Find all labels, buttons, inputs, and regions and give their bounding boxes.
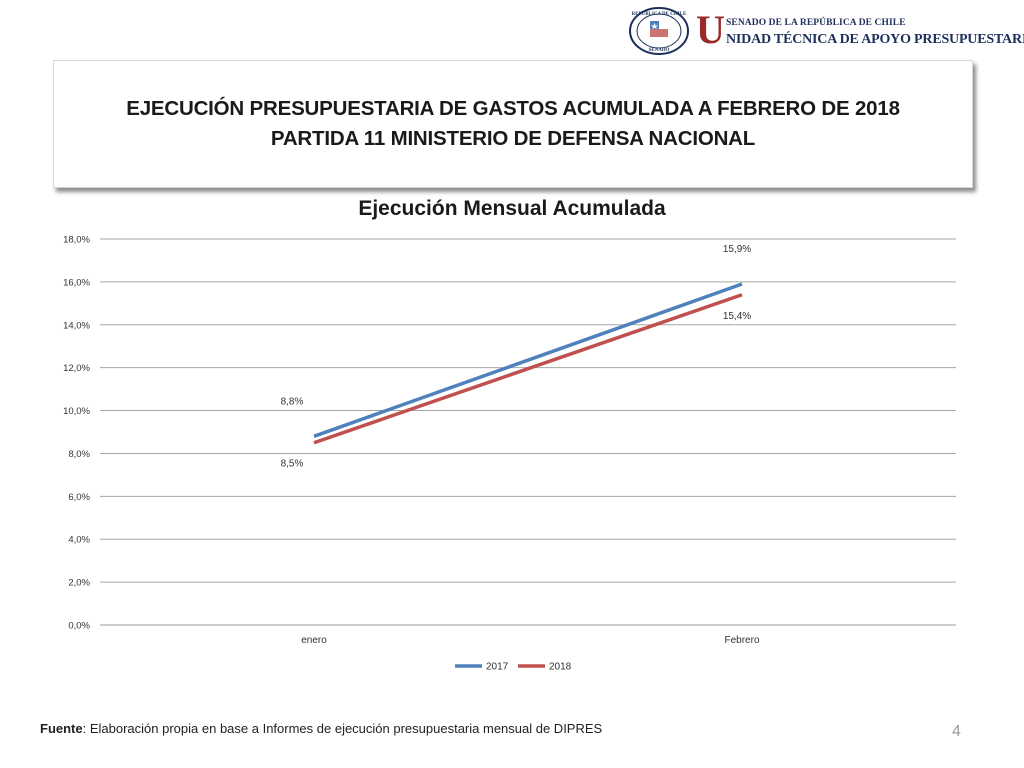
data-label-2018-1: 15,4% (723, 311, 751, 322)
footer-source-label: Fuente (40, 721, 83, 736)
footer-source: Fuente: Elaboración propia en base a Inf… (40, 721, 602, 736)
brand-letter: U (696, 7, 725, 52)
line-chart: Ejecución Mensual Acumulada 0,0% 2,0% 4,0% 6… (0, 190, 1024, 685)
legend-label-2018: 2018 (549, 662, 572, 673)
y-tick-label: 16,0% (63, 277, 90, 288)
senado-seal-icon: REPÚBLICA DE CHILE SENADO (629, 7, 689, 55)
y-tick-label: 0,0% (68, 621, 90, 632)
y-tick-label: 14,0% (63, 320, 90, 331)
data-label-2018-0: 8,5% (281, 459, 304, 470)
y-tick-label: 8,0% (68, 449, 90, 460)
y-tick-label: 4,0% (68, 535, 90, 546)
brand: U SENADO DE LA REPÚBLICA DE CHILE NIDAD … (696, 7, 1024, 52)
series-line-2018 (313, 293, 743, 445)
header-logo: REPÚBLICA DE CHILE SENADO U SENADO DE LA… (628, 6, 1024, 56)
brand-bottom-text: NIDAD TÉCNICA DE APOYO PRESUPUESTARIO (726, 32, 1024, 47)
legend-label-2017: 2017 (486, 662, 509, 673)
x-tick-label-enero: enero (301, 635, 327, 646)
chart-svg: Ejecución Mensual Acumulada 0,0% 2,0% 4,0% 6… (63, 197, 956, 673)
brand-top-text: SENADO DE LA REPÚBLICA DE CHILE (726, 18, 906, 28)
slide-title-line-1: EJECUCIÓN PRESUPUESTARIA DE GASTOS ACUMU… (126, 97, 900, 120)
footer-source-text: : Elaboración propia en base a Informes … (82, 721, 603, 736)
slide-title-box: EJECUCIÓN PRESUPUESTARIA DE GASTOS ACUMU… (53, 60, 973, 188)
slide-title-line-2: PARTIDA 11 MINISTERIO DE DEFENSA NACIONA… (270, 127, 756, 150)
series-line-2017 (313, 282, 743, 438)
y-tick-label: 2,0% (68, 578, 90, 589)
x-tick-label-febrero: Febrero (724, 635, 759, 646)
chart-title: Ejecución Mensual Acumulada (358, 197, 666, 220)
seal-text: REPÚBLICA DE CHILE (632, 11, 687, 17)
page-number: 4 (952, 723, 961, 740)
y-tick-label: 6,0% (68, 492, 90, 503)
seal-subtext: SENADO (649, 48, 670, 53)
data-label-2017-1: 15,9% (723, 244, 751, 255)
y-tick-label: 12,0% (63, 363, 90, 374)
y-tick-label: 18,0% (63, 235, 90, 246)
data-label-2017-0: 8,8% (281, 396, 304, 407)
y-tick-label: 10,0% (63, 406, 90, 417)
